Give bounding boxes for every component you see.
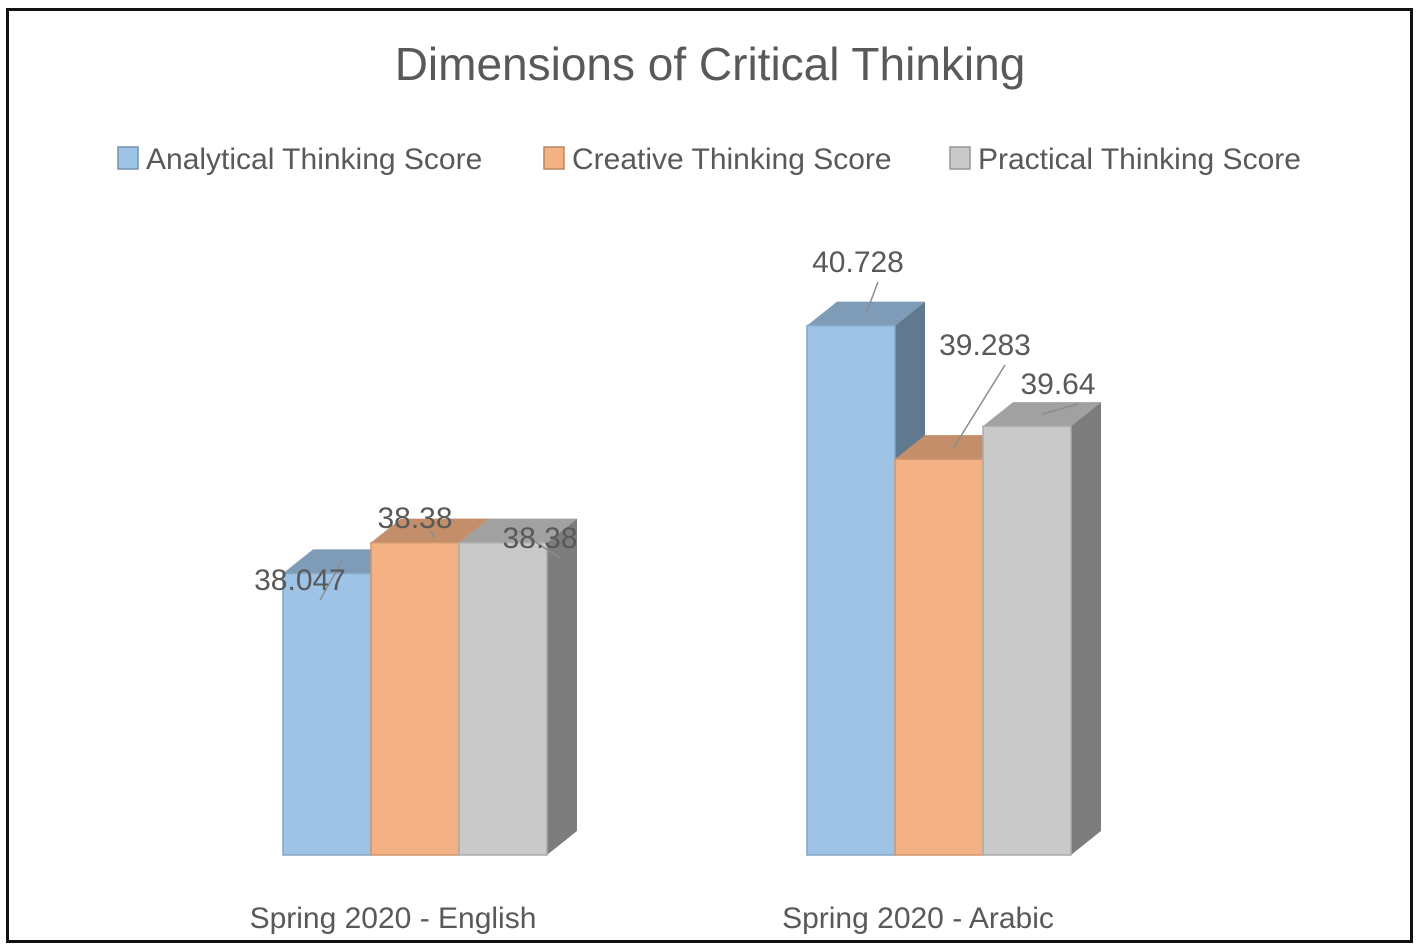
legend-swatch — [543, 146, 565, 170]
legend-label: Analytical Thinking Score — [146, 143, 482, 176]
leader-line — [953, 364, 1006, 448]
legend-label: Practical Thinking Score — [978, 143, 1301, 176]
legend-label: Creative Thinking Score — [572, 143, 892, 176]
legend: Analytical Thinking Score Creative Thinki… — [117, 143, 1301, 176]
bar-front-face — [282, 572, 372, 856]
category-labels-group: Spring 2020 - English Spring 2020 - Arabi… — [250, 902, 1054, 935]
bar-front-face — [982, 425, 1072, 856]
bar-side-face — [1071, 402, 1101, 855]
bar-front-face — [370, 541, 460, 856]
data-label-practical-thinking-score-spring-2020-arabic: 39.64 — [1020, 368, 1095, 401]
legend-swatch — [117, 146, 139, 170]
leader-line — [865, 281, 879, 314]
leader-line — [1041, 403, 1079, 415]
category-label-spring-2020-arabic: Spring 2020 - Arabic — [782, 902, 1054, 935]
chart-title: Dimensions of Critical Thinking — [395, 38, 1026, 90]
data-label-creative-thinking-score-spring-2020-arabic: 39.283 — [939, 329, 1031, 362]
data-label-practical-thinking-score-spring-2020-english: 38.38 — [502, 522, 577, 555]
bar-front-face — [458, 541, 548, 856]
legend-item-creative-thinking-score: Creative Thinking Score — [543, 143, 892, 176]
data-label-creative-thinking-score-spring-2020-english: 38.38 — [377, 502, 452, 535]
bar-side-face — [547, 518, 577, 855]
category-label-spring-2020-english: Spring 2020 - English — [250, 902, 537, 935]
leader-line — [319, 561, 343, 601]
bar-front-face — [806, 324, 896, 856]
bar-front-face — [894, 458, 984, 856]
data-labels-group: 38.047 38.38 38.38 40.728 39.283 39.64 — [254, 246, 1096, 601]
bar-practical-thinking-score-spring-2020-arabic — [982, 402, 1101, 856]
legend-swatch — [949, 146, 971, 170]
leader-line — [517, 529, 561, 559]
legend-item-practical-thinking-score: Practical Thinking Score — [949, 143, 1301, 176]
legend-item-analytical-thinking-score: Analytical Thinking Score — [117, 143, 482, 176]
leader-line — [429, 530, 436, 539]
data-label-analytical-thinking-score-spring-2020-arabic: 40.728 — [812, 246, 904, 279]
bars-group — [282, 301, 1101, 856]
data-label-analytical-thinking-score-spring-2020-english: 38.047 — [254, 564, 346, 597]
bar-practical-thinking-score-spring-2020-english — [458, 518, 577, 856]
chart-frame — [6, 8, 1413, 943]
